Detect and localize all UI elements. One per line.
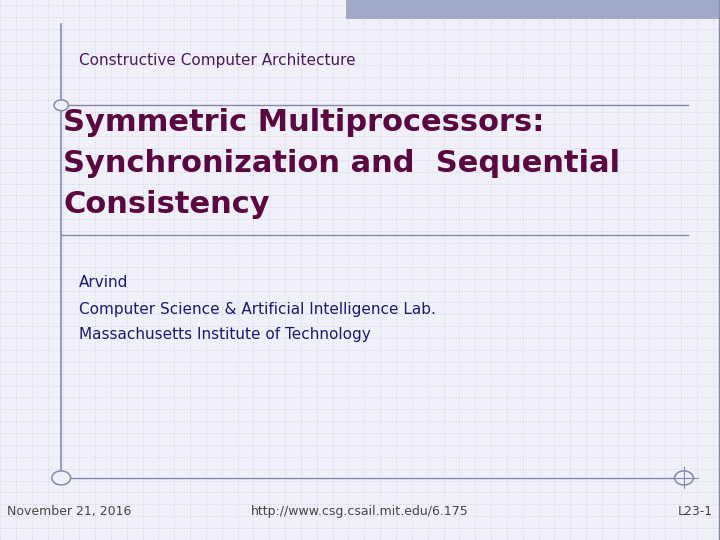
Text: November 21, 2016: November 21, 2016 bbox=[7, 505, 132, 518]
Text: L23-1: L23-1 bbox=[678, 505, 713, 518]
Bar bbox=[346, 0, 720, 19]
Text: Symmetric Multiprocessors:: Symmetric Multiprocessors: bbox=[63, 108, 545, 137]
Text: http://www.csg.csail.mit.edu/6.175: http://www.csg.csail.mit.edu/6.175 bbox=[251, 505, 469, 518]
Text: Computer Science & Artificial Intelligence Lab.: Computer Science & Artificial Intelligen… bbox=[79, 302, 436, 318]
Text: Constructive Computer Architecture: Constructive Computer Architecture bbox=[79, 52, 356, 68]
Text: Massachusetts Institute of Technology: Massachusetts Institute of Technology bbox=[79, 327, 371, 342]
Text: Arvind: Arvind bbox=[79, 275, 129, 291]
Circle shape bbox=[54, 100, 68, 111]
Circle shape bbox=[675, 471, 693, 485]
Text: Consistency: Consistency bbox=[63, 190, 270, 219]
Text: Synchronization and  Sequential: Synchronization and Sequential bbox=[63, 148, 621, 178]
Circle shape bbox=[52, 471, 71, 485]
